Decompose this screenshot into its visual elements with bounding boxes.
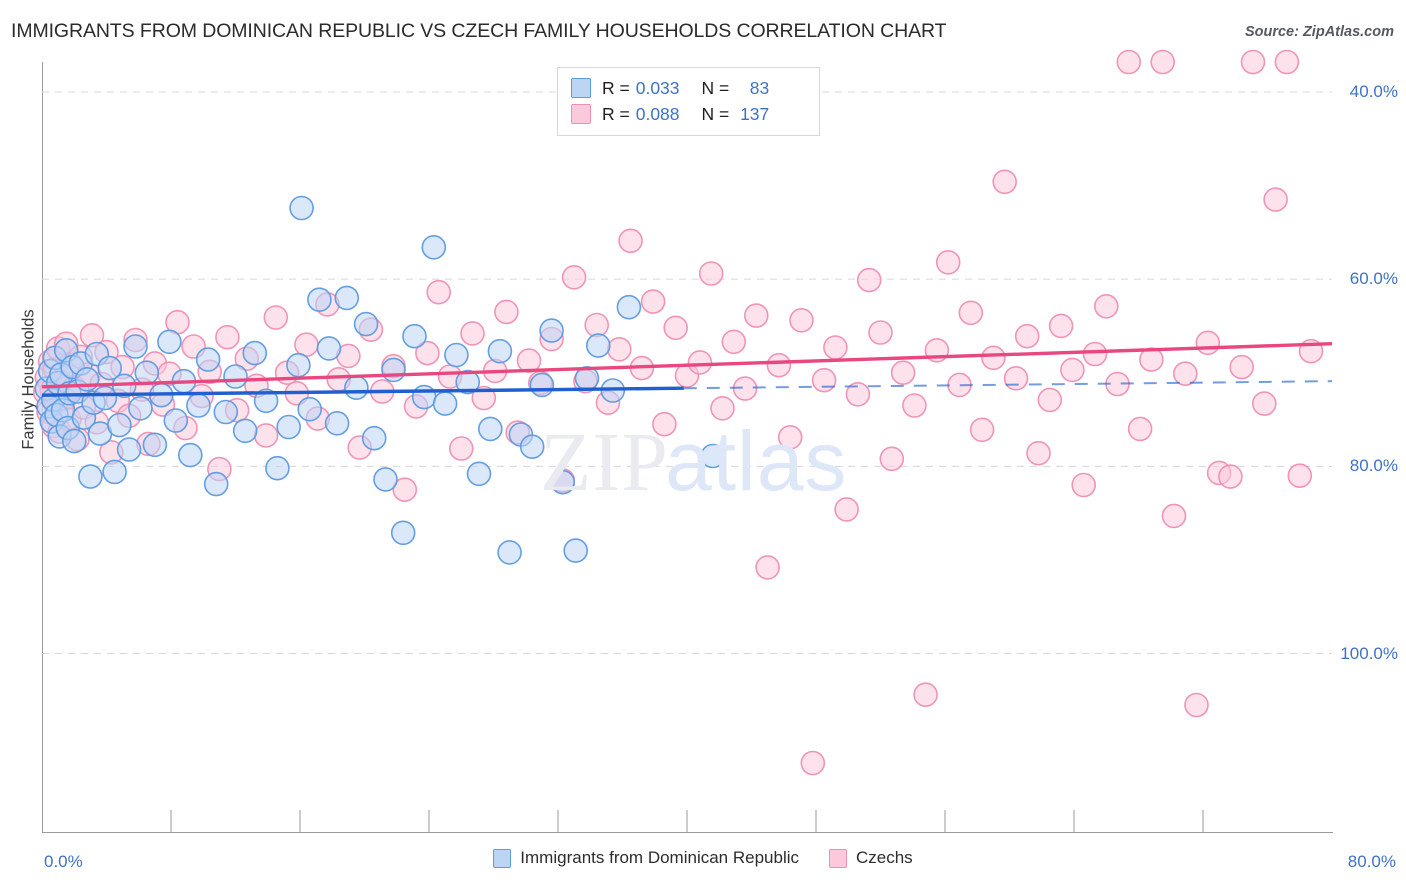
- legend-swatch-dominican-icon: [493, 848, 512, 868]
- swatch-czechs-icon: [571, 104, 591, 124]
- gridlines: [42, 91, 1332, 832]
- r-label-dominican: R =: [602, 77, 630, 98]
- r-value-dominican: 0.033: [635, 77, 680, 98]
- y-tick-label: 100.0%: [1340, 643, 1398, 663]
- legend-swatch-czechs-icon: [829, 848, 847, 868]
- n-value-dominican: 83: [749, 77, 770, 98]
- n-label-dominican: N =: [701, 77, 730, 98]
- source-attribution: Source: ZipAtlas.com: [1244, 24, 1394, 40]
- legend-label-dominican: Immigrants from Dominican Republic: [520, 848, 799, 867]
- series-legend: Immigrants from Dominican Republic Czech…: [0, 848, 1406, 868]
- page-title: IMMIGRANTS FROM DOMINICAN REPUBLIC VS CZ…: [11, 20, 947, 42]
- trendlines: [41, 342, 1333, 397]
- y-axis-line: [42, 62, 43, 832]
- swatch-dominican-icon: [571, 78, 591, 98]
- stats-row-dominican: R = 0.033 N = 83: [571, 75, 809, 101]
- y-tick-label: 40.0%: [1349, 81, 1398, 101]
- x-axis-line: [42, 832, 1333, 833]
- r-value-czechs: 0.088: [635, 103, 680, 124]
- n-label-czechs: N =: [701, 103, 730, 124]
- scatter-plot-canvas: [32, 49, 1333, 832]
- legend-label-czechs: Czechs: [856, 848, 913, 867]
- legend-item-dominican[interactable]: Immigrants from Dominican Republic: [493, 848, 799, 868]
- x-axis-min-label: 0.0%: [44, 852, 83, 871]
- legend-item-czechs[interactable]: Czechs: [829, 848, 913, 868]
- y-tick-label: 80.0%: [1349, 456, 1398, 476]
- r-label-czechs: R =: [602, 103, 630, 124]
- n-value-czechs: 137: [740, 103, 770, 124]
- plot-area: [32, 49, 1333, 832]
- correlation-stats-legend: R = 0.033 N = 83 R = 0.088 N = 137: [557, 67, 820, 136]
- stats-row-czechs: R = 0.088 N = 137: [571, 101, 809, 127]
- y-tick-label: 60.0%: [1349, 269, 1398, 289]
- x-axis-max-label: 80.0%: [1347, 852, 1396, 871]
